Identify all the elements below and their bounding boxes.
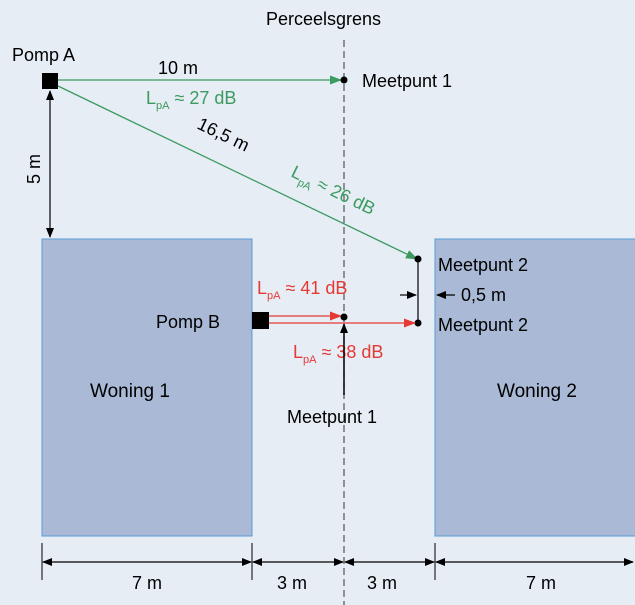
- pump-b-marker: [252, 312, 269, 329]
- pump-a-marker: [42, 73, 58, 89]
- dim-label-2: 3 m: [277, 573, 307, 593]
- house-2-label: Woning 2: [497, 381, 577, 402]
- mp2-bottom-dot: [414, 319, 422, 327]
- pump-b-label: Pomp B: [156, 312, 220, 332]
- mp2-top-dot: [414, 255, 422, 263]
- offset-label: 0,5 m: [461, 285, 506, 305]
- dim-label-3: 3 m: [367, 573, 397, 593]
- house-2: [434, 238, 635, 537]
- mp1-top-dot: [340, 76, 348, 84]
- level-a-mp1: LpA ≈ 27 dB: [146, 88, 236, 112]
- boundary-label: Perceelsgrens: [266, 9, 381, 29]
- level-b-mp1: LpA ≈ 41 dB: [257, 278, 347, 302]
- house-1-label: Woning 1: [90, 381, 170, 402]
- dim-label-4: 7 m: [526, 573, 556, 593]
- mp2-bottom-label: Meetpunt 2: [438, 315, 528, 335]
- mp2-top-label: Meetpunt 2: [438, 255, 528, 275]
- level-b-mp2: LpA ≈ 38 dB: [293, 342, 383, 366]
- mp1-bottom-dot: [340, 313, 348, 321]
- mp1-top-label: Meetpunt 1: [362, 71, 452, 91]
- dist-a-mp2-label: 16,5 m: [194, 114, 252, 156]
- mp1-bottom-label: Meetpunt 1: [287, 407, 377, 427]
- level-a-mp2: LpA ≈ 26 dB: [287, 162, 379, 223]
- dist-a-vertical-label: 5 m: [24, 154, 44, 184]
- pump-a-label: Pomp A: [12, 45, 75, 65]
- house-1: [41, 238, 253, 537]
- arrow-a-to-mp2: [57, 85, 418, 260]
- dist-a-mp1-label: 10 m: [158, 58, 198, 78]
- dim-label-1: 7 m: [132, 573, 162, 593]
